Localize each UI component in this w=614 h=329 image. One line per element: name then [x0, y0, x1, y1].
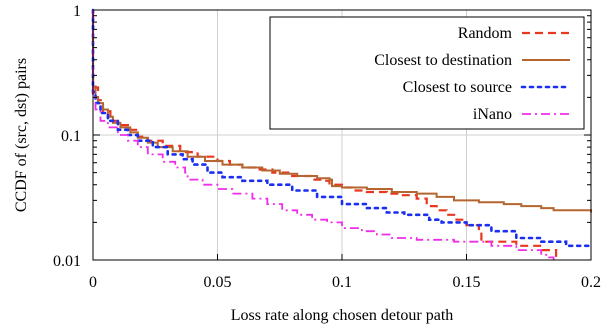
legend: Random Closest to destination Closest to s…: [269, 16, 585, 130]
series-line-inano: [92, 10, 555, 260]
legend-label-random: Random: [458, 25, 513, 42]
y-tick-label: 1: [73, 3, 81, 20]
series-lines: [91, 8, 593, 260]
y-tick-label: 0.1: [61, 128, 81, 145]
x-axis-title: Loss rate along chosen detour path: [231, 307, 454, 324]
legend-label-closest-to-destination: Closest to destination: [374, 52, 512, 69]
legend-box: [269, 16, 585, 130]
series-line-random: [91, 10, 558, 260]
axis-ticks: 0 0.05 0.1 0.15 0.2 0.01 0.1 1: [53, 3, 601, 291]
x-tick-label: 0.1: [332, 274, 352, 291]
series-line-closest-to-destination: [92, 10, 592, 213]
x-tick-label: 0.05: [204, 274, 232, 291]
series-line-closest-to-source: [91, 8, 593, 250]
legend-label-closest-to-source: Closest to source: [403, 79, 512, 96]
legend-label-inano: iNano: [473, 106, 512, 123]
x-tick-label: 0.15: [453, 274, 481, 291]
y-tick-label: 0.01: [53, 253, 81, 270]
x-tick-label: 0.2: [581, 274, 601, 291]
y-axis-title: CCDF of (src, dst) pairs: [13, 58, 30, 212]
x-tick-label: 0: [89, 274, 97, 291]
